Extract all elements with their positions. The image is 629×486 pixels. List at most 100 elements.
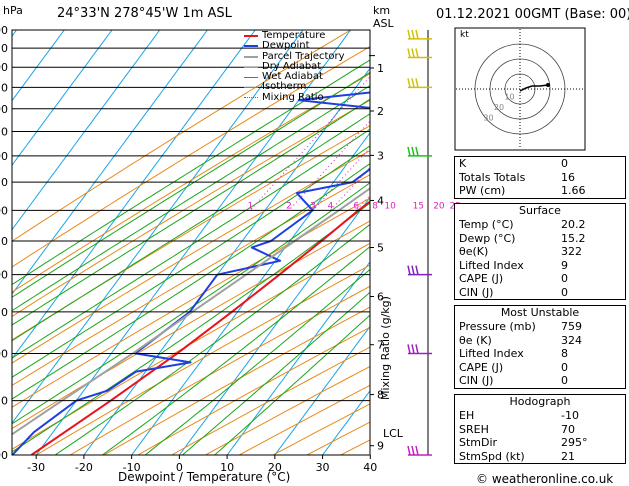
legend-item: Temperature bbox=[244, 30, 345, 41]
mixing-ratio-line bbox=[250, 76, 370, 211]
pressure-tick-label: 900 bbox=[0, 61, 8, 74]
dry-adiabat-line bbox=[69, 285, 370, 455]
dry-adiabat-line bbox=[137, 326, 370, 455]
hpa-label: hPa bbox=[3, 4, 23, 17]
row-value: 20.2 bbox=[561, 218, 586, 231]
wind-barb-flag bbox=[407, 48, 411, 58]
row-value: 0 bbox=[561, 360, 568, 374]
row-label: Lifted Index bbox=[459, 258, 524, 272]
km-tick-label: 3 bbox=[377, 149, 384, 162]
wet-adiabat-line bbox=[12, 98, 370, 326]
table-row: SREH 70 bbox=[455, 423, 625, 437]
footer-credit: © weatheronline.co.uk bbox=[476, 472, 614, 486]
wind-barb-flag bbox=[411, 445, 415, 456]
legend-swatch bbox=[244, 97, 258, 99]
row-value: 0 bbox=[561, 374, 568, 387]
wind-barb-flag bbox=[411, 265, 415, 275]
row-value: -10 bbox=[561, 409, 579, 422]
mixing-ratio-label: 1 bbox=[248, 201, 254, 211]
pressure-tick-label: 500 bbox=[0, 269, 8, 282]
row-label: Lifted Index bbox=[459, 347, 524, 360]
legend-item: Wet Adiabat bbox=[244, 71, 345, 83]
pressure-tick-label: 700 bbox=[0, 150, 8, 163]
row-value: 16 bbox=[561, 170, 575, 184]
legend-item: Dewpoint bbox=[244, 40, 345, 51]
km-tick-label: 1 bbox=[377, 62, 384, 75]
mixing-ratio-label: 4 bbox=[328, 201, 334, 211]
wind-barb-flag bbox=[407, 146, 411, 157]
legend-label: Isotherm bbox=[262, 81, 307, 93]
wet-adiabat-line bbox=[12, 84, 370, 312]
wind-barb-flag bbox=[415, 344, 419, 354]
legend-item: Mixing Ratio bbox=[244, 92, 345, 103]
table-row: θe(K) 322 bbox=[455, 245, 625, 259]
hodograph-endpoint bbox=[546, 83, 550, 87]
row-value: 322 bbox=[561, 245, 582, 258]
wind-barb-flag bbox=[411, 29, 415, 40]
wet-adiabat-line bbox=[12, 59, 370, 286]
row-label: StmDir bbox=[459, 436, 498, 449]
dry-adiabat-line bbox=[103, 306, 370, 455]
table-row: CAPE (J) 0 bbox=[455, 272, 625, 286]
x-tick-label: -20 bbox=[75, 461, 93, 474]
wind-barb-flag bbox=[407, 445, 411, 456]
wind-barb-flag bbox=[407, 78, 411, 88]
table-row: StmDir 295° bbox=[455, 436, 625, 450]
plot-frame bbox=[11, 29, 371, 456]
dry-adiabat-line bbox=[12, 242, 370, 450]
row-value: 21 bbox=[561, 449, 575, 463]
legend-swatch bbox=[244, 45, 258, 48]
x-tick-label: 10 bbox=[220, 461, 234, 474]
pressure-tick-label: 950 bbox=[0, 42, 8, 55]
row-value: 70 bbox=[561, 422, 575, 436]
dry-adiabat-line bbox=[36, 264, 370, 455]
table-row: Pressure (mb) 759 bbox=[455, 320, 625, 334]
wind-barb-flag bbox=[411, 344, 415, 354]
legend-label: Wet Adiabat bbox=[262, 71, 323, 83]
table-row: CIN (J) 0 bbox=[455, 286, 625, 300]
km-label: km bbox=[373, 4, 391, 17]
temperature-line bbox=[30, 200, 370, 455]
row-label: K bbox=[459, 157, 467, 170]
row-label: Dewp (°C) bbox=[459, 231, 516, 245]
wind-barb-flag bbox=[415, 146, 419, 157]
table-row: θe (K) 324 bbox=[455, 334, 625, 348]
isotherm-line bbox=[12, 30, 113, 166]
wind-barb-flag bbox=[407, 29, 411, 40]
table-row: StmSpd (kt) 21 bbox=[455, 450, 625, 464]
hodograph-ring-label: 20 bbox=[494, 103, 504, 112]
legend-item: Parcel Trajectory bbox=[244, 51, 345, 62]
wet-adiabat-line bbox=[144, 268, 370, 455]
row-label: CIN (J) bbox=[459, 285, 494, 299]
asl-label: ASL bbox=[373, 17, 394, 30]
x-tick-label: 30 bbox=[316, 461, 330, 474]
wind-barb-flag bbox=[407, 344, 411, 354]
mixing-ratio-label: 10 bbox=[384, 201, 396, 211]
isotherm-line bbox=[274, 325, 370, 455]
legend-swatch bbox=[244, 87, 258, 89]
wind-barb-flag bbox=[415, 48, 419, 58]
dry-adiabat-line bbox=[12, 220, 370, 430]
x-tick-label: 20 bbox=[268, 461, 282, 474]
hodograph-ring-label: 10 bbox=[504, 93, 514, 102]
table-row: Dewp (°C) 15.2 bbox=[455, 232, 625, 246]
location-title: 24°33'N 278°45'W 1m ASL bbox=[57, 6, 232, 21]
row-value: 0 bbox=[561, 285, 568, 299]
row-value: 0 bbox=[561, 272, 568, 285]
mixing-ratio-label: 15 bbox=[413, 201, 424, 211]
wet-adiabat-line bbox=[101, 246, 370, 455]
wet-adiabat-line bbox=[12, 128, 370, 359]
wind-barb-flag bbox=[415, 265, 419, 275]
legend-swatch bbox=[244, 66, 258, 68]
row-value: 0 bbox=[561, 157, 568, 170]
legend-label: Dry Adiabat bbox=[262, 60, 322, 72]
legend-swatch bbox=[244, 76, 258, 78]
table-row: Lifted Index 9 bbox=[455, 259, 625, 273]
table-row: PW (cm) 1.66 bbox=[455, 184, 625, 198]
row-value: 295° bbox=[561, 436, 588, 449]
legend-swatch bbox=[244, 55, 258, 58]
lcl-label: LCL bbox=[383, 427, 403, 440]
table-row: EH -10 bbox=[455, 409, 625, 423]
row-label: Pressure (mb) bbox=[459, 320, 536, 333]
hodograph-kt-label: kt bbox=[460, 30, 469, 40]
